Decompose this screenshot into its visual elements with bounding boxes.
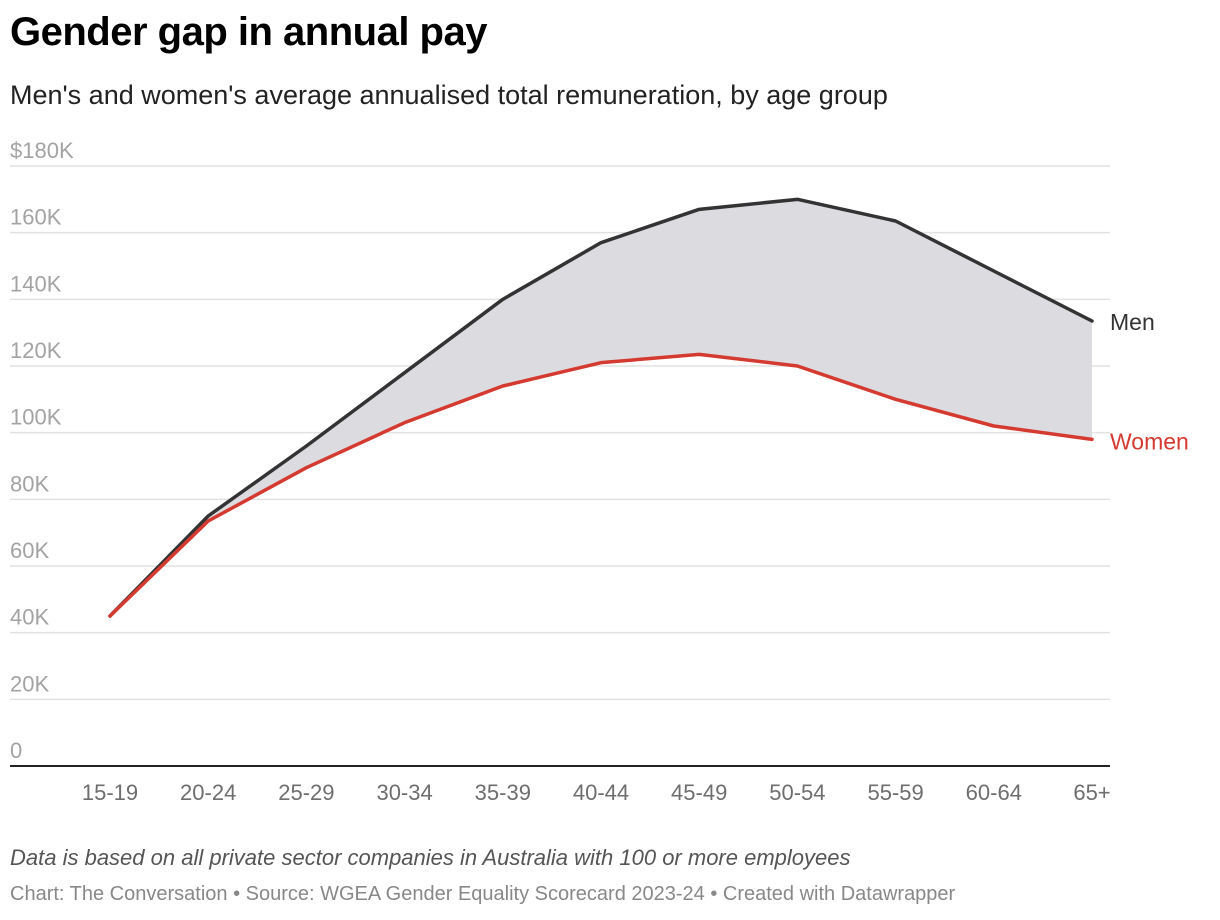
line-chart: 0 20K 40K 60K 80K 100K 120K 140K 160K $180K 15-19 2…: [10, 138, 1189, 805]
series-line-men: [108, 197, 1094, 618]
y-tick-label: 80K: [10, 471, 49, 496]
y-tick-label: 160K: [10, 205, 62, 230]
series-line-women: [108, 352, 1094, 618]
series-label-men: Men: [1110, 309, 1155, 335]
x-tick-label: 40-44: [573, 780, 629, 805]
x-tick-label: 50-54: [769, 780, 825, 805]
y-tick-label: 0: [10, 738, 22, 763]
x-tick-label: 30-34: [376, 780, 432, 805]
x-tick-label: 25-29: [278, 780, 334, 805]
tick-labels: 0 20K 40K 60K 80K 100K 120K 140K 160K $180K 15-19 2…: [10, 138, 1189, 805]
y-tick-label: 100K: [10, 405, 62, 430]
x-tick-label: 20-24: [180, 780, 236, 805]
x-tick-label: 65+: [1073, 780, 1110, 805]
y-tick-label: $180K: [10, 138, 74, 163]
x-tick-label: 15-19: [82, 780, 138, 805]
credits: Chart: The Conversation • Source: WGEA G…: [10, 883, 956, 905]
y-tick-label: 40K: [10, 605, 49, 630]
chart-title: Gender gap in annual pay: [10, 10, 487, 54]
x-tick-label: 60-64: [966, 780, 1022, 805]
x-tick-label: 35-39: [475, 780, 531, 805]
gap-area: [110, 199, 1092, 617]
y-tick-label: 60K: [10, 538, 49, 563]
gap-fill: [110, 199, 1092, 617]
x-tick-label: 55-59: [867, 780, 923, 805]
series-label-women: Women: [1110, 428, 1189, 454]
footnote: Data is based on all private sector comp…: [10, 845, 851, 870]
y-tick-label: 20K: [10, 671, 49, 696]
y-tick-label: 120K: [10, 338, 62, 363]
x-tick-label: 45-49: [671, 780, 727, 805]
series-lines: [108, 197, 1094, 618]
chart-subtitle: Men's and women's average annualised tot…: [10, 80, 888, 110]
y-tick-label: 140K: [10, 271, 62, 296]
